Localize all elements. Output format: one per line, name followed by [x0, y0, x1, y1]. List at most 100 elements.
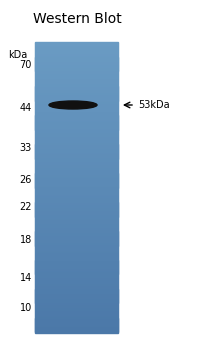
- Bar: [35, 224, 117, 225]
- Bar: [35, 310, 117, 311]
- Bar: [35, 286, 117, 288]
- Bar: [35, 288, 117, 290]
- Bar: [35, 96, 117, 98]
- Bar: [35, 285, 117, 287]
- Bar: [35, 182, 117, 184]
- Bar: [35, 237, 117, 239]
- Bar: [35, 216, 117, 217]
- Bar: [35, 294, 117, 296]
- Bar: [35, 208, 117, 210]
- Bar: [35, 313, 117, 314]
- Bar: [35, 174, 117, 175]
- Bar: [35, 281, 117, 282]
- Bar: [35, 49, 117, 50]
- Bar: [35, 197, 117, 199]
- Bar: [35, 53, 117, 54]
- Bar: [35, 64, 117, 66]
- Bar: [35, 243, 117, 245]
- Bar: [35, 267, 117, 269]
- Bar: [35, 218, 117, 219]
- Bar: [35, 202, 117, 203]
- Bar: [35, 189, 117, 190]
- Bar: [35, 197, 117, 198]
- Bar: [35, 223, 117, 224]
- Bar: [35, 321, 117, 323]
- Bar: [35, 147, 117, 149]
- Bar: [35, 170, 117, 171]
- Bar: [35, 193, 117, 194]
- Bar: [35, 293, 117, 294]
- Bar: [35, 70, 117, 71]
- Bar: [35, 155, 117, 157]
- Bar: [35, 101, 117, 102]
- Bar: [35, 306, 117, 307]
- Bar: [35, 248, 117, 249]
- Bar: [35, 145, 117, 146]
- Bar: [35, 276, 117, 277]
- Bar: [35, 69, 117, 70]
- Bar: [35, 148, 117, 150]
- Bar: [35, 98, 117, 99]
- Bar: [35, 54, 117, 55]
- Bar: [35, 274, 117, 275]
- Bar: [35, 79, 117, 80]
- Bar: [35, 186, 117, 187]
- Bar: [35, 309, 117, 310]
- Bar: [35, 196, 117, 197]
- Bar: [35, 139, 117, 140]
- Bar: [35, 290, 117, 292]
- Bar: [35, 241, 117, 243]
- Bar: [35, 207, 117, 209]
- Bar: [35, 171, 117, 172]
- Bar: [35, 119, 117, 121]
- Bar: [35, 161, 117, 162]
- Bar: [35, 323, 117, 325]
- Bar: [35, 316, 117, 318]
- Bar: [35, 308, 117, 309]
- Bar: [35, 102, 117, 103]
- Bar: [35, 92, 117, 94]
- Bar: [35, 185, 117, 187]
- Bar: [35, 48, 117, 49]
- Text: 70: 70: [20, 60, 32, 70]
- Bar: [35, 120, 117, 122]
- Bar: [35, 268, 117, 270]
- Text: 14: 14: [20, 273, 32, 283]
- Bar: [35, 71, 117, 72]
- Bar: [35, 252, 117, 253]
- Bar: [35, 97, 117, 98]
- Bar: [35, 106, 117, 107]
- Bar: [35, 277, 117, 278]
- Bar: [35, 201, 117, 202]
- Bar: [35, 210, 117, 212]
- Bar: [35, 87, 117, 89]
- Bar: [35, 138, 117, 139]
- Bar: [35, 329, 117, 331]
- Bar: [35, 121, 117, 123]
- Text: 26: 26: [20, 175, 32, 185]
- Bar: [35, 219, 117, 220]
- Bar: [35, 60, 117, 62]
- Bar: [35, 265, 117, 267]
- Bar: [35, 307, 117, 308]
- Bar: [35, 163, 117, 164]
- Bar: [35, 93, 117, 95]
- Bar: [35, 192, 117, 193]
- Bar: [35, 160, 117, 161]
- Bar: [35, 173, 117, 174]
- Bar: [35, 129, 117, 130]
- Ellipse shape: [49, 101, 97, 109]
- Bar: [35, 122, 117, 124]
- Bar: [35, 132, 117, 133]
- Bar: [35, 126, 117, 128]
- Bar: [35, 234, 117, 236]
- Bar: [35, 315, 117, 317]
- Bar: [35, 204, 117, 205]
- Bar: [35, 322, 117, 324]
- Bar: [35, 179, 117, 181]
- Bar: [35, 269, 117, 271]
- Bar: [35, 213, 117, 215]
- Bar: [35, 43, 117, 44]
- Bar: [35, 250, 117, 251]
- Bar: [35, 99, 117, 100]
